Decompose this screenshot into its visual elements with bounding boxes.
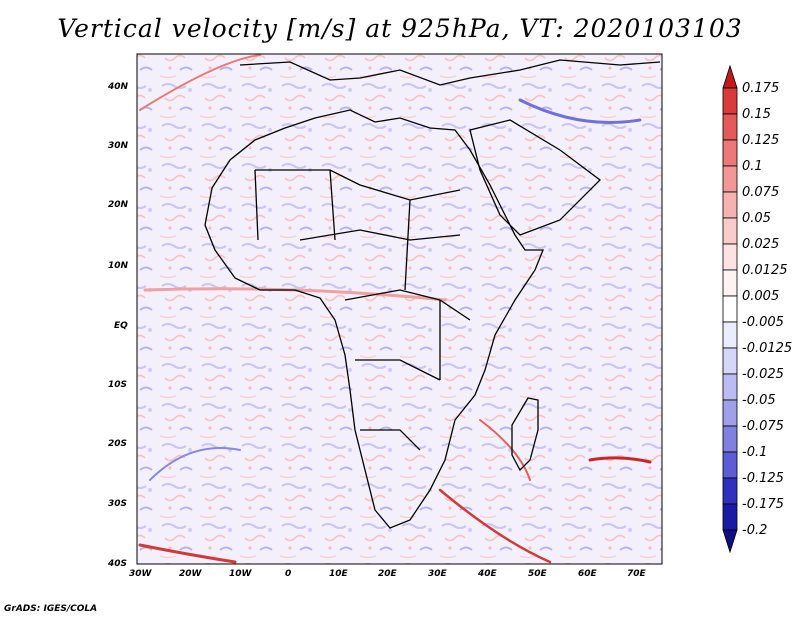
colorbar-swatch bbox=[722, 425, 738, 453]
colorbar-label: -0.125 bbox=[742, 471, 784, 486]
colorbar-swatch bbox=[722, 87, 738, 115]
colorbar-swatch bbox=[722, 295, 738, 323]
lat-label: 40N bbox=[107, 82, 129, 92]
colorbar-swatch bbox=[722, 113, 738, 141]
colorbar-label: 0.175 bbox=[742, 81, 779, 96]
colorbar-label: -0.175 bbox=[742, 497, 784, 512]
lon-label: 50E bbox=[528, 569, 548, 579]
colorbar-swatch bbox=[722, 529, 738, 554]
colorbar-label: 0.15 bbox=[742, 107, 771, 122]
colorbar-label: -0.0125 bbox=[742, 341, 792, 356]
colorbar-swatch bbox=[722, 477, 738, 505]
map-frame bbox=[136, 53, 663, 565]
lon-label: 40E bbox=[477, 569, 498, 579]
lon-label: 30W bbox=[129, 569, 153, 579]
europe-coast bbox=[239, 59, 661, 86]
colorbar-labels: 0.175 0.15 0.125 0.1 0.075 0.05 0.025 0.… bbox=[742, 81, 792, 538]
lat-label: 30S bbox=[108, 499, 127, 509]
colorbar-swatch bbox=[722, 399, 738, 427]
colorbar-label: 0.125 bbox=[742, 133, 779, 148]
lat-label: 20S bbox=[108, 439, 127, 449]
lat-axis-labels: 40N 30N 20N 10N EQ 10S 20S 30S 40S bbox=[107, 82, 129, 569]
lat-label: EQ bbox=[114, 321, 128, 331]
madagascar-outline bbox=[511, 397, 539, 472]
colorbar-label: 0.025 bbox=[742, 237, 779, 252]
colorbar-label: 0.0125 bbox=[742, 263, 788, 278]
lat-label: 20N bbox=[108, 200, 129, 210]
colorbar-swatch bbox=[722, 503, 738, 531]
credit-text: GrADS: IGES/COLA bbox=[4, 604, 98, 614]
colorbar-label: -0.2 bbox=[742, 523, 767, 538]
lon-label: 60E bbox=[578, 569, 598, 579]
map-area bbox=[137, 54, 662, 564]
colorbar-label: 0.1 bbox=[742, 159, 763, 174]
colorbar-swatch bbox=[722, 165, 738, 193]
colorbar-label: -0.075 bbox=[742, 419, 784, 434]
field-streaks bbox=[138, 54, 652, 564]
lon-label: 10E bbox=[329, 569, 349, 579]
colorbar-swatch bbox=[722, 217, 738, 245]
lon-label: 20W bbox=[179, 569, 203, 579]
country-borders bbox=[254, 169, 471, 451]
lat-label: 30N bbox=[108, 141, 129, 151]
colorbar-swatch bbox=[722, 139, 738, 167]
colorbar-swatch bbox=[722, 373, 738, 401]
lat-label: 40S bbox=[107, 559, 127, 569]
colorbar-swatch bbox=[722, 269, 738, 297]
colorbar-label: -0.1 bbox=[742, 445, 767, 460]
arabia-outline bbox=[469, 119, 601, 236]
colorbar-label: 0.075 bbox=[742, 185, 779, 200]
map-title: Vertical velocity [m/s] at 925hPa, VT: 2… bbox=[57, 14, 743, 43]
colorbar-label: 0.05 bbox=[742, 211, 771, 226]
lat-label: 10N bbox=[108, 261, 129, 271]
colorbar-swatch bbox=[722, 64, 738, 89]
colorbar-swatch bbox=[722, 321, 738, 349]
lon-label: 10W bbox=[229, 569, 253, 579]
colorbar-label: 0.005 bbox=[742, 289, 779, 304]
africa-outline bbox=[204, 109, 544, 529]
colorbar-swatch bbox=[722, 191, 738, 219]
lat-label: 10S bbox=[108, 380, 127, 390]
colorbar-swatch bbox=[722, 243, 738, 271]
lon-label: 30E bbox=[428, 569, 448, 579]
colorbar-swatch bbox=[722, 451, 738, 479]
colorbar-boxes bbox=[722, 64, 738, 554]
lon-label: 70E bbox=[627, 569, 647, 579]
colorbar-swatch bbox=[722, 347, 738, 375]
colorbar-label: -0.025 bbox=[742, 367, 784, 382]
lon-label: 20E bbox=[378, 569, 398, 579]
lon-axis-labels: 30W 20W 10W 0 10E 20E 30E 40E 50E 60E 70… bbox=[129, 569, 647, 579]
coastlines bbox=[204, 59, 661, 529]
colorbar-label: -0.05 bbox=[742, 393, 776, 408]
lon-label: 0 bbox=[285, 569, 291, 579]
colorbar-label: -0.005 bbox=[742, 315, 784, 330]
